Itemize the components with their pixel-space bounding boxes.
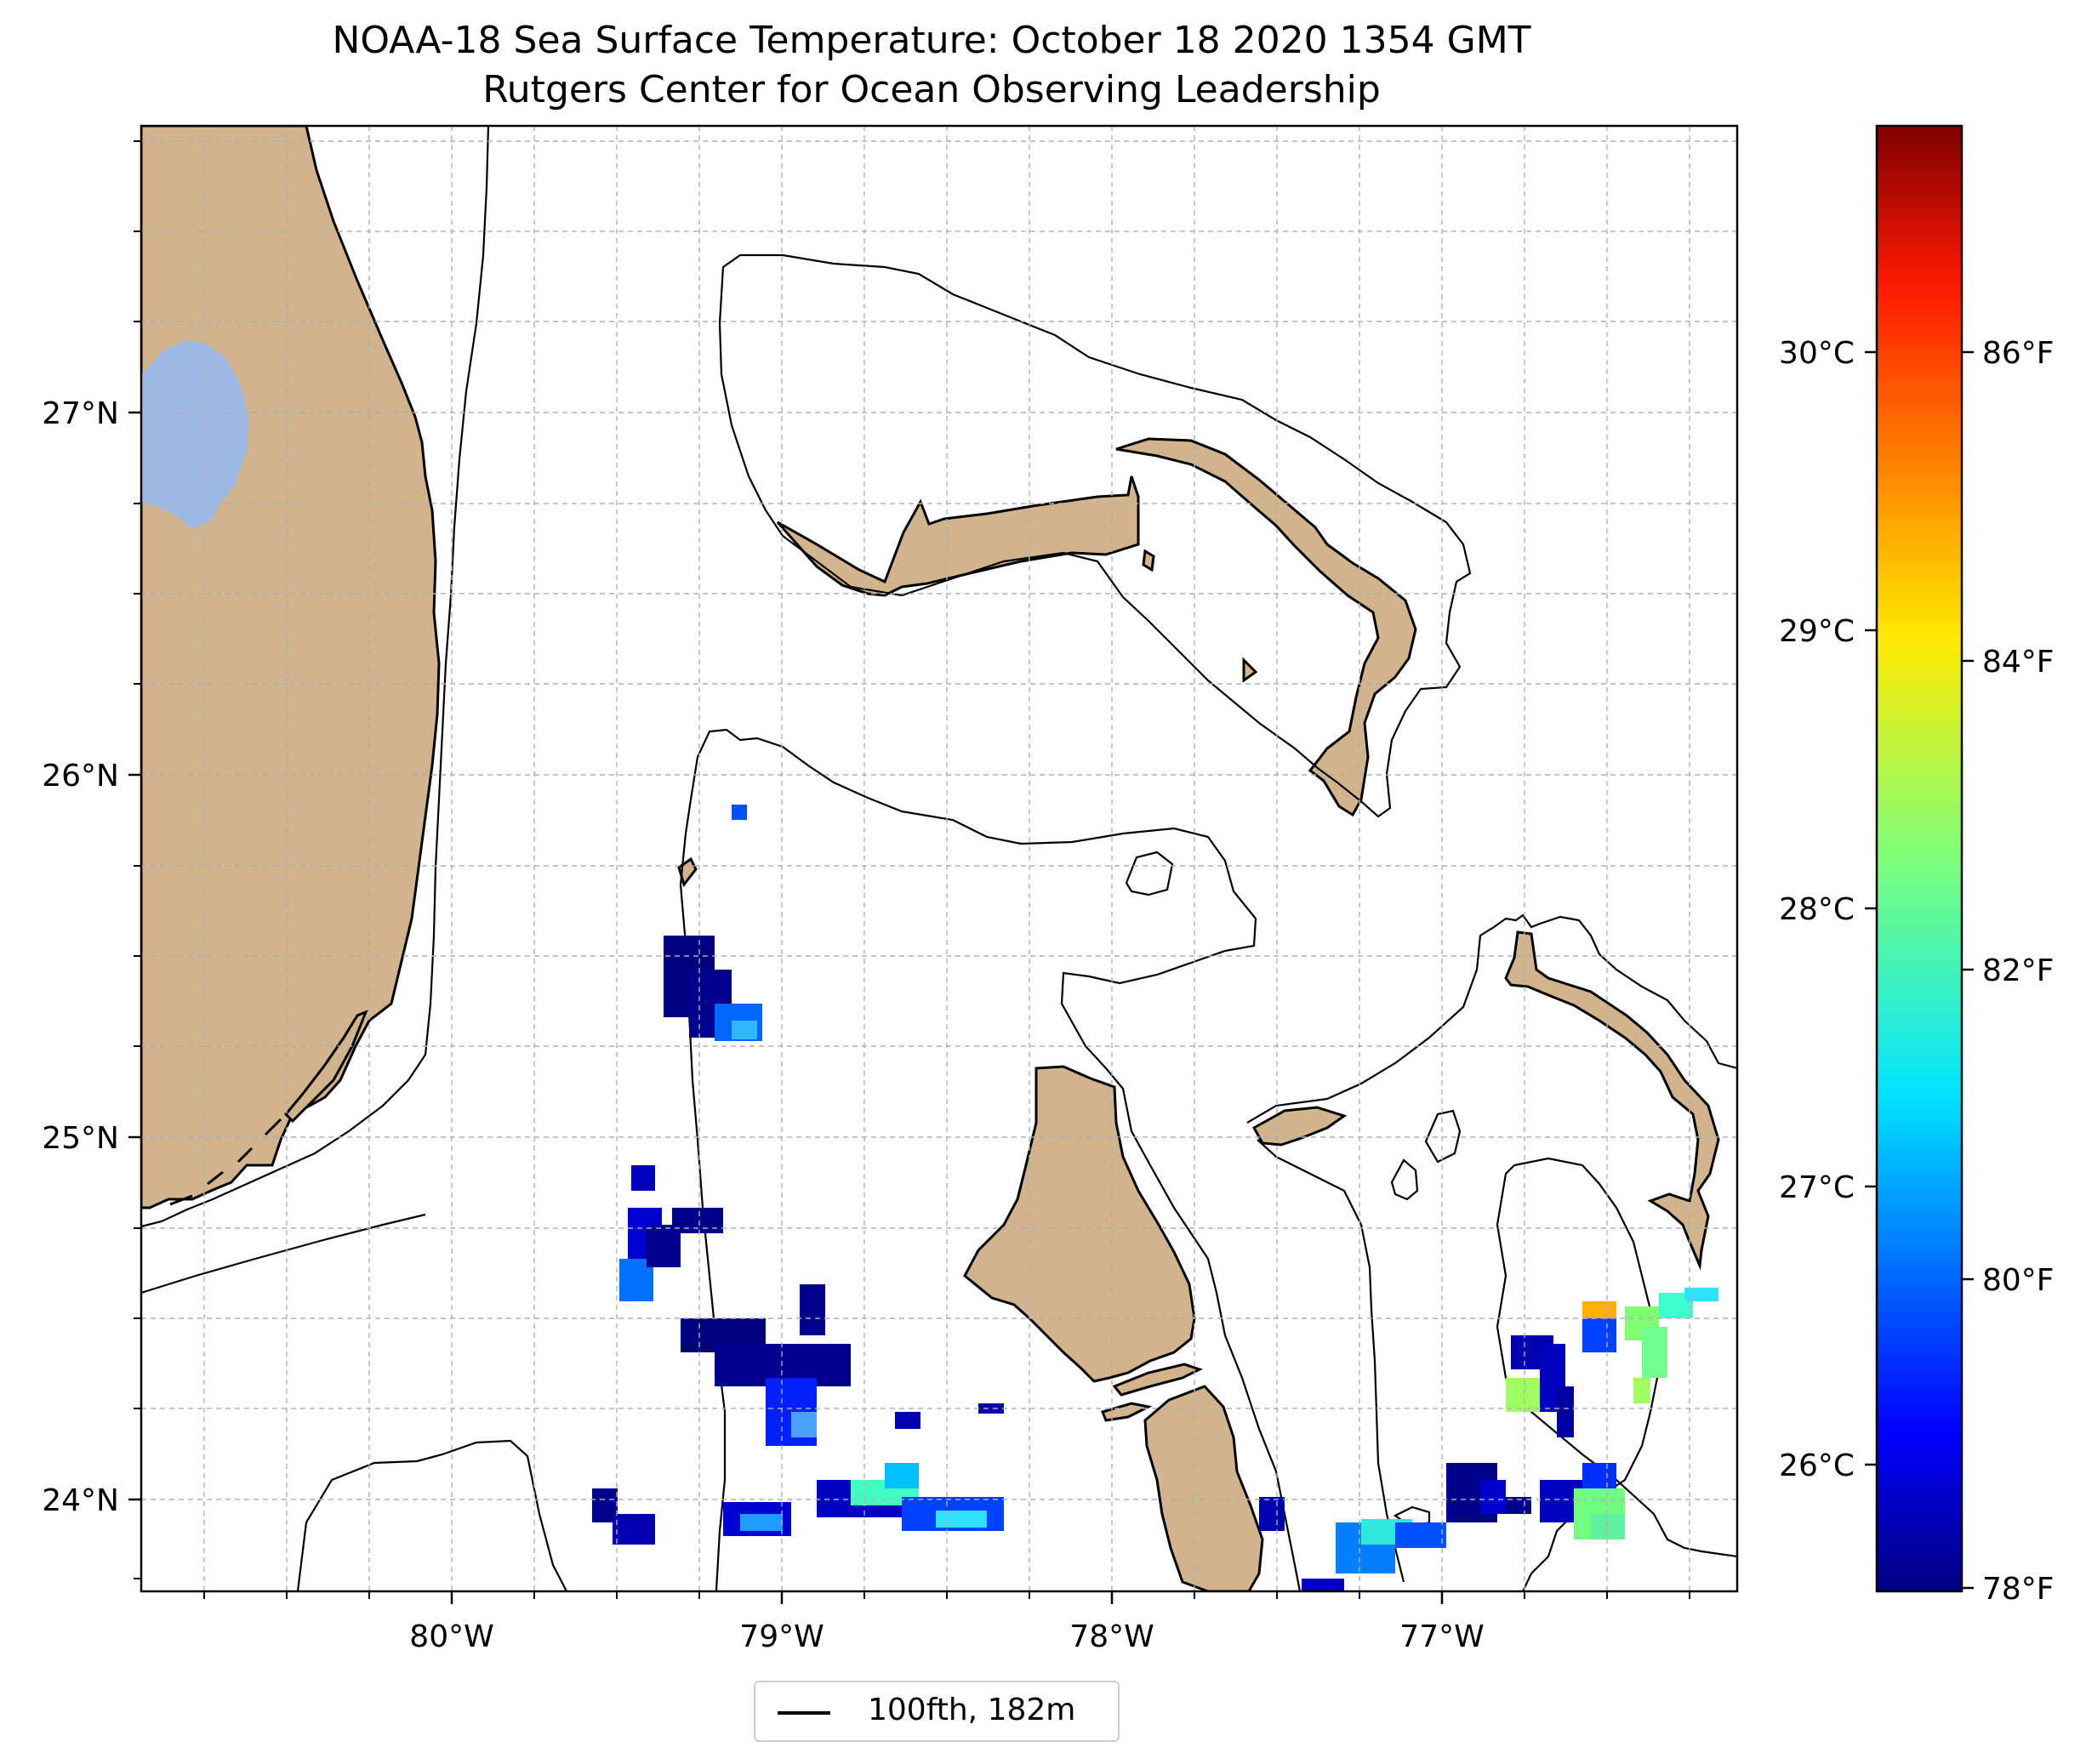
land-florida-keys: [283, 1010, 368, 1124]
map-title: NOAA-18 Sea Surface Temperature: October…: [332, 19, 1531, 62]
colorbar-fahrenheit-label: 78°F: [1982, 1572, 2055, 1607]
lat-tick-label: 27°N: [42, 396, 119, 431]
lat-tick-label: 24°N: [42, 1483, 119, 1518]
legend-label: 100fth, 182m: [868, 1693, 1076, 1727]
colorbar-celsius-label: 28°C: [1779, 892, 1855, 927]
colorbar-fahrenheit-label: 82°F: [1982, 953, 2055, 988]
colorbar-celsius-label: 30°C: [1779, 336, 1855, 371]
colorbar-fahrenheit-label: 80°F: [1982, 1263, 2055, 1298]
colorbar-celsius-label: 27°C: [1779, 1170, 1855, 1205]
map-subtitle: Rutgers Center for Ocean Observing Leade…: [482, 68, 1381, 111]
land-abaco: [1115, 437, 1417, 817]
colorbar: [1875, 124, 1963, 1593]
map-frame: [140, 124, 1739, 1593]
land-berry-islands: [1251, 1106, 1348, 1147]
land-south-andros: [1143, 1385, 1264, 1591]
lake-okeechobee: [141, 340, 248, 529]
land-andros: [963, 1065, 1196, 1383]
land-eleuthera: [1504, 930, 1720, 1271]
sst-pixels: [592, 805, 1718, 1591]
colorbar-celsius-label: 29°C: [1779, 614, 1855, 649]
lon-tick-label: 79°W: [739, 1619, 824, 1654]
lat-tick-label: 25°N: [42, 1121, 119, 1156]
lon-tick-label: 80°W: [409, 1619, 493, 1654]
colorbar-fahrenheit-label: 84°F: [1982, 645, 2055, 680]
lon-tick-label: 78°W: [1069, 1619, 1154, 1654]
colorbar-celsius-label: 26°C: [1779, 1448, 1855, 1483]
legend: 100fth, 182m: [754, 1681, 1120, 1742]
colorbar-fahrenheit-label: 86°F: [1982, 336, 2055, 371]
legend-line-swatch: [778, 1711, 830, 1715]
lat-tick-label: 26°N: [42, 759, 119, 794]
lon-tick-label: 77°W: [1399, 1619, 1484, 1654]
gridlines: [141, 126, 1737, 1591]
